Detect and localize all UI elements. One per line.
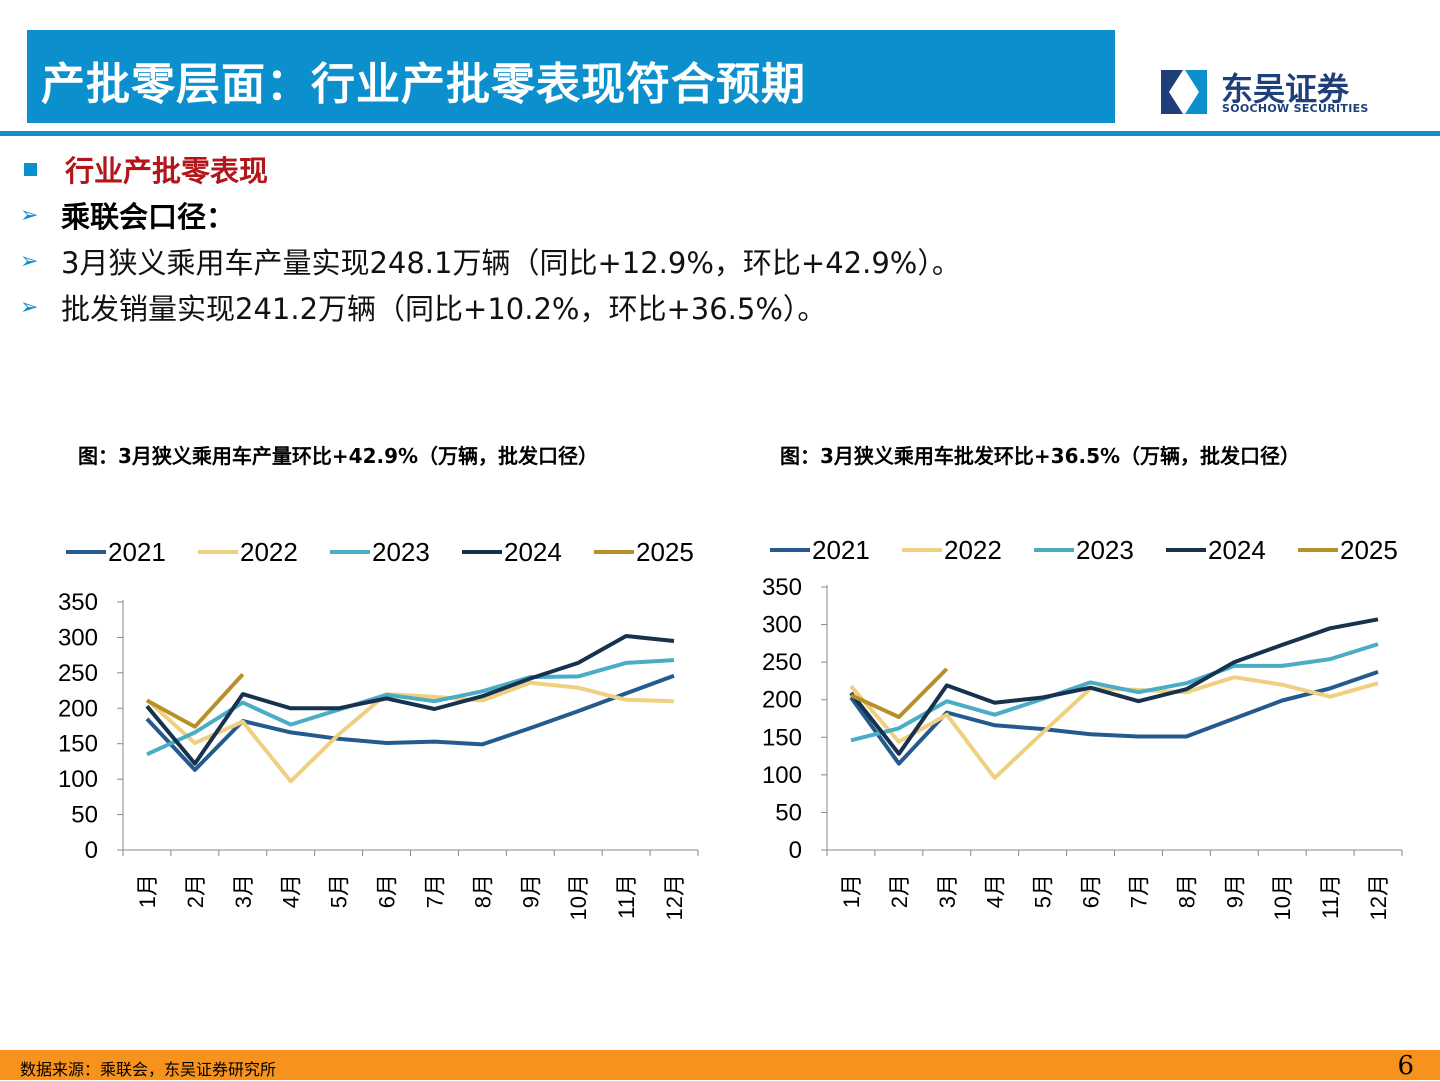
- page-number: 6: [1397, 1051, 1414, 1081]
- page-title: 产批零层面：行业产批零表现符合预期: [41, 59, 806, 110]
- x-tick-label: 6月: [375, 874, 400, 908]
- chart-title-production: 图：3月狭义乘用车产量环比+42.9%（万辆，批发口径）: [78, 444, 599, 468]
- y-tick-label: 350: [762, 574, 802, 601]
- x-tick-label: 1月: [135, 874, 160, 908]
- x-tick-label: 10月: [1270, 874, 1295, 920]
- x-tick-label: 9月: [1222, 874, 1247, 908]
- square-bullet-icon: [24, 162, 37, 176]
- header-rule: [0, 131, 1440, 136]
- y-tick-label: 250: [58, 660, 98, 687]
- series-line-2025: [146, 672, 245, 729]
- series-line-2023: [850, 642, 1379, 743]
- sub-bullet: ➢ 乘联会口径：: [20, 194, 235, 236]
- y-tick-label: 50: [71, 802, 98, 829]
- y-tick-label: 200: [58, 695, 98, 722]
- x-tick-label: 9月: [518, 874, 543, 908]
- y-tick-label: 250: [762, 649, 802, 676]
- series-line-2021: [145, 673, 675, 772]
- legend-label-2023: 2023: [372, 537, 430, 567]
- y-tick-label: 100: [58, 766, 98, 793]
- y-tick-label: 200: [762, 687, 802, 714]
- arrow-bullet-icon: ➢: [20, 248, 39, 274]
- soochow-logo-icon: [1161, 70, 1207, 114]
- x-tick-label: 2月: [183, 874, 208, 908]
- x-tick-label: 5月: [1031, 874, 1056, 908]
- logo: 东吴证券 SOOCHOW SECURITIES: [1155, 64, 1385, 120]
- bullet-text-2: 批发销量实现241.2万辆（同比+10.2%，环比+36.5%）。: [61, 292, 827, 326]
- y-tick-label: 150: [762, 724, 802, 751]
- footer-bar: 数据来源：乘联会，东吴证券研究所 6: [0, 1050, 1440, 1081]
- x-tick-label: 2月: [887, 874, 912, 908]
- x-tick-label: 3月: [231, 874, 256, 908]
- y-tick-label: 100: [762, 762, 802, 789]
- x-tick-label: 8月: [470, 874, 495, 908]
- series-line-2025: [850, 667, 949, 719]
- series-line-2024: [145, 634, 675, 766]
- x-tick-label: 7月: [1126, 874, 1151, 908]
- arrow-bullet-icon: ➢: [20, 294, 39, 320]
- title-bar: 产批零层面：行业产批零表现符合预期: [27, 30, 1115, 123]
- y-tick-label: 50: [775, 799, 802, 826]
- data-source: 数据来源：乘联会，东吴证券研究所: [20, 1060, 277, 1079]
- y-tick-label: 0: [789, 837, 802, 864]
- y-tick-label: 350: [58, 589, 98, 616]
- x-tick-label: 6月: [1079, 874, 1104, 908]
- bullet-text-1: 3月狭义乘用车产量实现248.1万辆（同比+12.9%，环比+42.9%）。: [61, 246, 961, 280]
- x-tick-label: 3月: [935, 874, 960, 908]
- legend-label-2023: 2023: [1076, 535, 1134, 565]
- legend-label-2024: 2024: [1208, 535, 1266, 565]
- x-tick-label: 12月: [662, 874, 687, 920]
- legend-label-2025: 2025: [636, 537, 694, 567]
- chart-wholesale: 0 50 100 150 200 250 300 350 1月 2月 3月 4月 5月 6月 7月 8月 9月 1…: [762, 535, 1403, 920]
- bullet-line-2: ➢ 批发销量实现241.2万辆（同比+10.2%，环比+36.5%）。: [20, 286, 826, 328]
- legend-label-2021: 2021: [108, 537, 166, 567]
- y-tick-label: 150: [58, 731, 98, 758]
- series-line-2022: [145, 680, 675, 784]
- x-tick-label: 5月: [327, 874, 352, 908]
- legend-label-2024: 2024: [504, 537, 562, 567]
- x-tick-label: 11月: [614, 874, 639, 919]
- section-bullet: 行业产批零表现: [20, 148, 268, 190]
- y-tick-label: 0: [85, 837, 98, 864]
- chart-title-wholesale: 图：3月狭义乘用车批发环比+36.5%（万辆，批发口径）: [780, 444, 1301, 468]
- arrow-bullet-icon: ➢: [20, 202, 39, 228]
- x-tick-label: 10月: [566, 874, 591, 920]
- x-tick-label: 11月: [1318, 874, 1343, 919]
- y-tick-label: 300: [58, 624, 98, 651]
- x-tick-label: 12月: [1366, 874, 1391, 920]
- chart-production: 0 50 100 150 200 250 300 350 1月 2月 3月 4月 5月 6月 7月 8月 9月 1…: [58, 537, 699, 920]
- y-tick-label: 300: [762, 612, 802, 639]
- x-tick-label: 4月: [983, 874, 1008, 908]
- legend-label-2025: 2025: [1340, 535, 1398, 565]
- series-line-2024: [849, 617, 1379, 756]
- sub-heading: 乘联会口径：: [61, 200, 236, 234]
- x-tick-label: 1月: [839, 874, 864, 908]
- x-tick-label: 8月: [1174, 874, 1199, 908]
- legend-label-2021: 2021: [812, 535, 870, 565]
- x-tick-label: 7月: [422, 874, 447, 908]
- legend-label-2022: 2022: [944, 535, 1002, 565]
- logo-text-cn: 东吴证券: [1221, 70, 1350, 108]
- logo-text-en: SOOCHOW SECURITIES: [1222, 102, 1369, 115]
- legend-label-2022: 2022: [240, 537, 298, 567]
- x-tick-label: 4月: [279, 874, 304, 908]
- bullet-line-1: ➢ 3月狭义乘用车产量实现248.1万辆（同比+12.9%，环比+42.9%）。: [20, 240, 961, 282]
- section-heading: 行业产批零表现: [65, 154, 269, 188]
